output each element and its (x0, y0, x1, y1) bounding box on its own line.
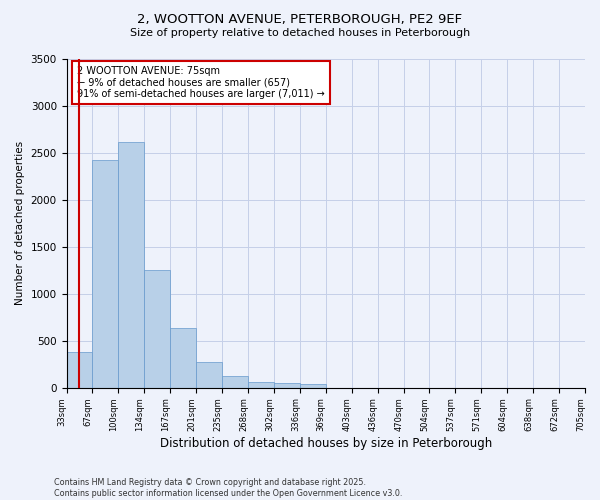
Bar (67, 352, 92, 388)
Text: Contains HM Land Registry data © Crown copyright and database right 2025.
Contai: Contains HM Land Registry data © Crown c… (54, 478, 403, 498)
Bar (118, 142, 144, 388)
Bar (92, 160, 118, 388)
Bar (144, 270, 170, 388)
Text: Size of property relative to detached houses in Peterborough: Size of property relative to detached ho… (130, 28, 470, 38)
Text: 2 WOOTTON AVENUE: 75sqm
← 9% of detached houses are smaller (657)
91% of semi-de: 2 WOOTTON AVENUE: 75sqm ← 9% of detached… (77, 66, 325, 99)
Bar (170, 328, 196, 388)
Text: 2, WOOTTON AVENUE, PETERBOROUGH, PE2 9EF: 2, WOOTTON AVENUE, PETERBOROUGH, PE2 9EF (137, 12, 463, 26)
Bar (248, 382, 274, 388)
Bar (196, 362, 222, 388)
Y-axis label: Number of detached properties: Number of detached properties (15, 142, 25, 306)
Bar (274, 383, 300, 388)
X-axis label: Distribution of detached houses by size in Peterborough: Distribution of detached houses by size … (160, 437, 492, 450)
Bar (300, 384, 326, 388)
Bar (222, 376, 248, 388)
